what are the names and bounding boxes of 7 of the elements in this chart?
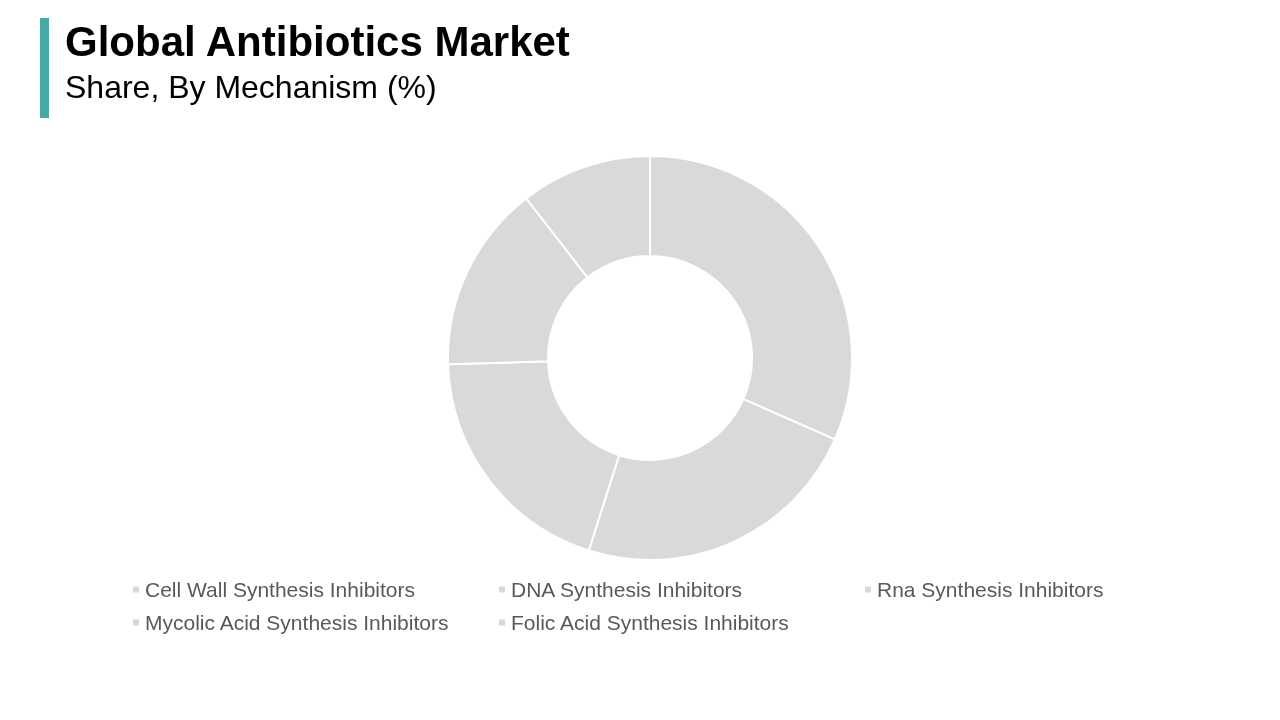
chart-subtitle: Share, By Mechanism (%) [65, 69, 437, 105]
legend-label: Folic Acid Synthesis Inhibitors [511, 611, 789, 634]
legend-label: DNA Synthesis Inhibitors [511, 578, 743, 601]
legend-label: Cell Wall Synthesis Inhibitors [145, 578, 415, 601]
legend-label: Mycolic Acid Synthesis Inhibitors [145, 611, 449, 634]
legend-label: Rna Synthesis Inhibitors [877, 578, 1104, 601]
chart-title: Global Antibiotics Market [65, 17, 570, 65]
